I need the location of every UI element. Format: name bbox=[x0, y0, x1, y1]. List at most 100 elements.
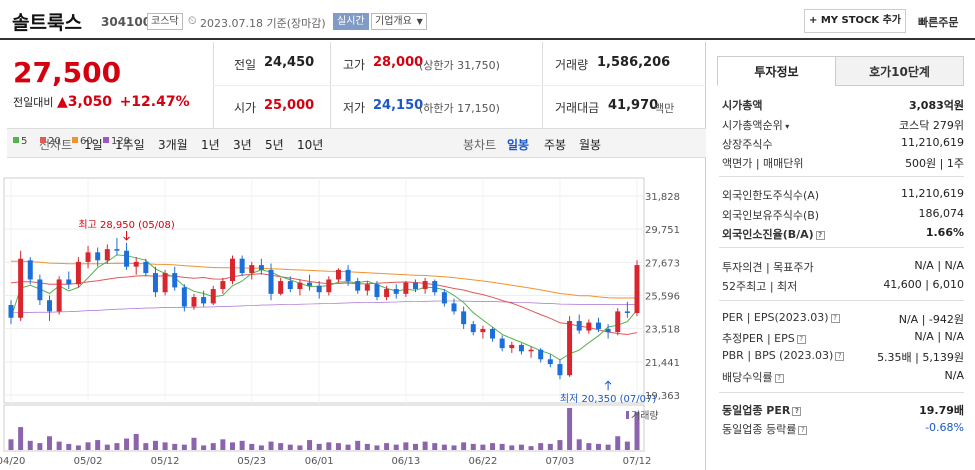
amount-label: 거래대금 bbox=[555, 101, 600, 115]
investment-info-panel: 투자정보 호가10단계 시가총액 3,083억원 시가총액순위 ▾ 코스닥 279위… bbox=[709, 42, 975, 470]
candle bbox=[605, 328, 611, 333]
tab-5y[interactable]: 5년 bbox=[265, 138, 284, 152]
x-tick-label: 05/12 bbox=[151, 456, 180, 467]
candle bbox=[56, 279, 62, 312]
candle-chart-label: 봉차트 bbox=[463, 138, 497, 152]
volume-bar bbox=[615, 436, 621, 450]
help-icon[interactable]: ? bbox=[792, 407, 802, 416]
candle bbox=[538, 349, 544, 360]
legend-ma5: 5 bbox=[13, 136, 27, 147]
tab-weekly[interactable]: 주봉 bbox=[544, 138, 567, 152]
tab-order-book[interactable]: 호가10단계 bbox=[835, 56, 964, 86]
candle bbox=[470, 324, 476, 333]
help-icon[interactable]: ? bbox=[815, 231, 825, 240]
volume-bar bbox=[297, 445, 303, 450]
legend-ma120: 120 bbox=[103, 136, 130, 147]
candle bbox=[326, 279, 332, 293]
candle bbox=[374, 284, 380, 298]
candle bbox=[403, 282, 409, 294]
candle bbox=[345, 269, 351, 282]
candle bbox=[172, 273, 178, 288]
volume-plot-frame bbox=[3, 404, 645, 452]
high-value: 28,000 bbox=[373, 55, 424, 70]
candle bbox=[412, 282, 418, 290]
candle bbox=[37, 279, 43, 301]
help-icon[interactable]: ? bbox=[796, 335, 806, 344]
volume-bar bbox=[364, 443, 370, 450]
legend-ma60: 60 bbox=[72, 136, 93, 147]
candle bbox=[133, 261, 139, 267]
amount-value: 41,970 bbox=[608, 98, 659, 113]
candle bbox=[278, 281, 284, 294]
volume-bar bbox=[624, 441, 630, 450]
x-tick-label: 05/23 bbox=[237, 456, 266, 467]
low-value: 24,150 bbox=[373, 98, 424, 113]
candle bbox=[316, 285, 322, 293]
company-info-dropdown[interactable]: 기업개요 ▼ bbox=[371, 13, 427, 30]
candle bbox=[393, 289, 399, 294]
candle bbox=[586, 322, 592, 331]
volume-bar bbox=[412, 443, 418, 450]
volume-bar bbox=[509, 445, 515, 450]
candle bbox=[85, 252, 91, 262]
volume-bar bbox=[95, 440, 101, 450]
candle bbox=[335, 269, 341, 280]
volume-bar bbox=[172, 443, 178, 450]
help-icon[interactable]: ? bbox=[835, 352, 845, 361]
add-mystock-button[interactable]: + MY STOCK 추가 bbox=[804, 9, 906, 33]
candle bbox=[210, 289, 216, 304]
add-mystock-label: MY STOCK 추가 bbox=[820, 15, 902, 26]
high-label: 고가 bbox=[343, 58, 366, 72]
change-amount: 3,050 bbox=[67, 94, 113, 110]
candle bbox=[114, 249, 120, 251]
tab-1d[interactable]: 1일 bbox=[84, 138, 103, 152]
candle bbox=[181, 287, 187, 307]
help-icon[interactable]: ? bbox=[830, 314, 840, 323]
x-tick-label: 06/22 bbox=[468, 456, 497, 467]
lower-limit: (하한가 17,150) bbox=[419, 102, 500, 115]
volume-bar bbox=[287, 444, 293, 450]
tab-3y[interactable]: 3년 bbox=[233, 138, 252, 152]
quick-order-link[interactable]: 빠른주문 bbox=[918, 16, 959, 29]
tab-daily[interactable]: 일봉 bbox=[507, 138, 530, 152]
current-price: 27,500 bbox=[13, 56, 122, 89]
volume-bar bbox=[422, 441, 428, 450]
x-tick-label: 05/02 bbox=[74, 456, 103, 467]
tab-investment-info[interactable]: 투자정보 bbox=[717, 56, 836, 86]
candle bbox=[624, 311, 630, 313]
realtime-button[interactable]: 실시간 bbox=[333, 13, 369, 30]
candle bbox=[230, 258, 236, 282]
volume-bar bbox=[634, 411, 640, 450]
volume-legend-label: 거래량 bbox=[631, 410, 659, 422]
help-icon[interactable]: ? bbox=[774, 374, 784, 383]
price-chart[interactable]: 31,828 29,751 27,673 25,596 23,518 21,441 19,3… bbox=[0, 150, 706, 470]
volume-bar bbox=[326, 442, 332, 450]
volume-bar bbox=[557, 440, 563, 450]
tab-monthly[interactable]: 월봉 bbox=[579, 138, 602, 152]
candle bbox=[528, 349, 534, 352]
y-tick-label: 29,751 bbox=[645, 225, 680, 236]
candle bbox=[567, 320, 573, 376]
volume-bar bbox=[528, 446, 534, 450]
volume-bar bbox=[499, 443, 505, 450]
line-chart-label: 선차트 bbox=[39, 138, 73, 152]
y-tick-label: 21,441 bbox=[645, 358, 680, 369]
candle bbox=[509, 344, 515, 349]
stock-name: 솔트룩스 bbox=[12, 12, 82, 34]
volume-legend-swatch bbox=[626, 411, 629, 419]
volume-bar bbox=[451, 445, 457, 450]
help-icon[interactable]: ? bbox=[798, 426, 808, 435]
tab-1y[interactable]: 1년 bbox=[201, 138, 220, 152]
low-annotation: 최저 20,350 (07/07) bbox=[560, 393, 656, 405]
candle bbox=[634, 265, 640, 313]
tab-3m[interactable]: 3개월 bbox=[158, 138, 188, 152]
volume-bar bbox=[201, 445, 207, 450]
candle bbox=[124, 250, 130, 267]
volume-bar bbox=[75, 445, 81, 450]
tab-1w[interactable]: 1주일 bbox=[115, 138, 145, 152]
candle bbox=[191, 297, 197, 307]
base-date: 2023.07.18 기준(장마감) bbox=[200, 17, 326, 30]
tab-10y[interactable]: 10년 bbox=[297, 138, 324, 152]
candle bbox=[47, 300, 53, 312]
candle bbox=[75, 261, 81, 285]
